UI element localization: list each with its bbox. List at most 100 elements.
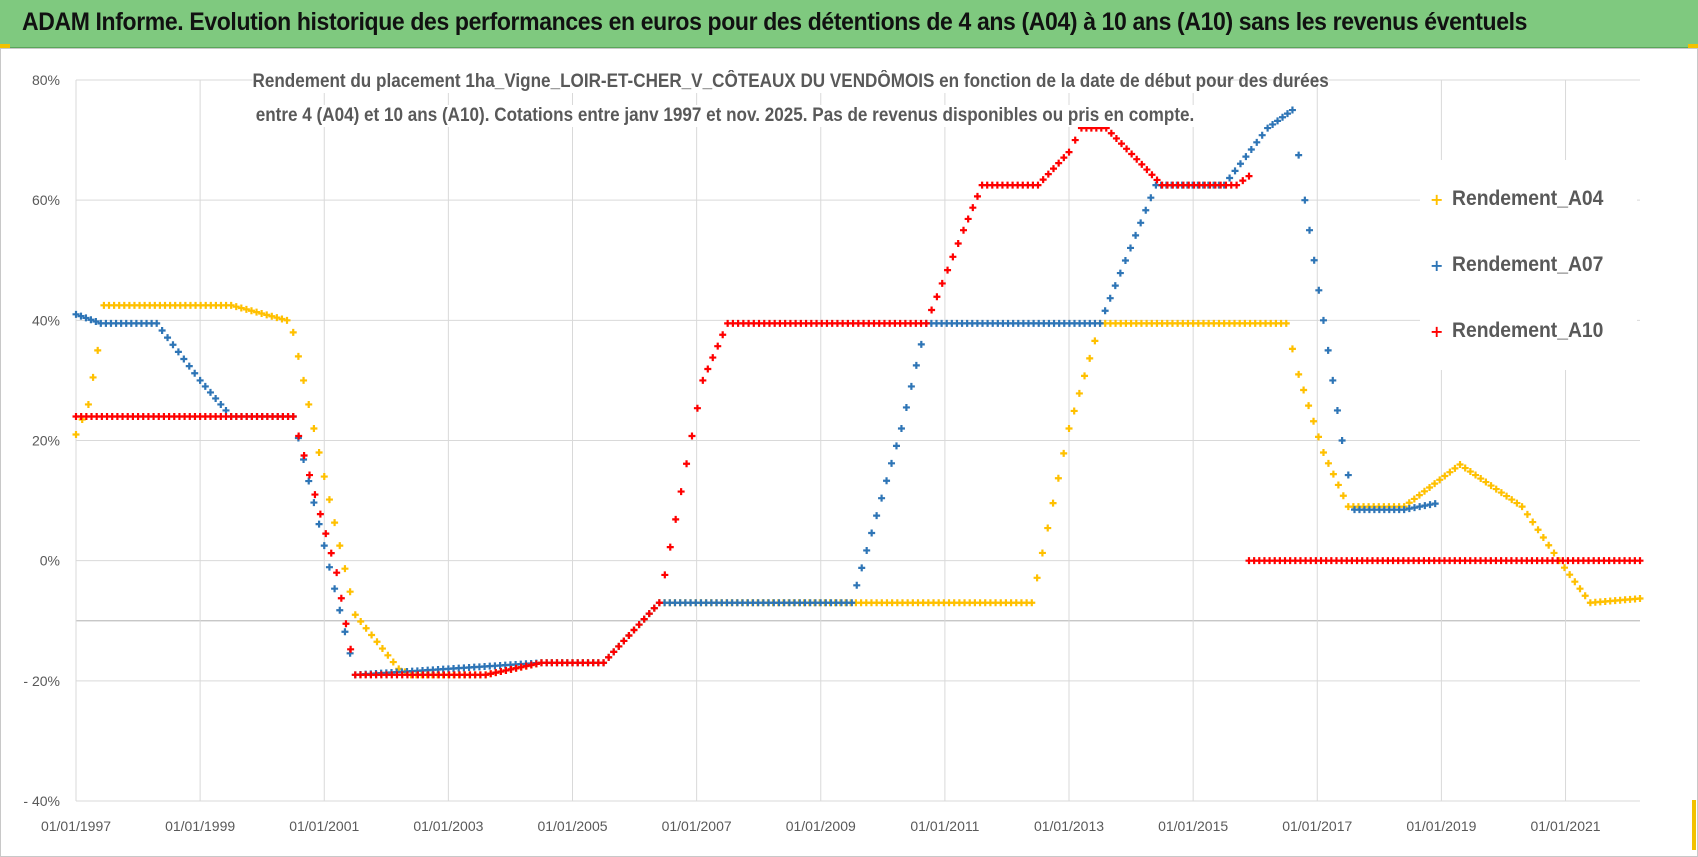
data-point: [1545, 541, 1553, 549]
data-point: [77, 312, 85, 320]
x-tick-label: 01/01/2011: [910, 818, 979, 834]
legend-label-a04: Rendement_A04: [1452, 187, 1604, 210]
x-tick-label: 01/01/2015: [1158, 818, 1228, 834]
data-point: [640, 615, 648, 623]
data-point: [1497, 489, 1505, 497]
data-point: [964, 215, 972, 223]
data-point: [1127, 244, 1135, 252]
data-point: [1071, 136, 1079, 144]
data-point: [196, 376, 204, 384]
data-point: [1060, 449, 1068, 457]
data-point: [1315, 286, 1323, 294]
data-point: [1487, 482, 1495, 490]
data-point: [72, 430, 80, 438]
corner-mark-top-right: [1688, 44, 1698, 48]
data-point: [1258, 131, 1266, 139]
data-point: [1288, 106, 1296, 114]
data-point: [1431, 480, 1439, 488]
data-point: [258, 310, 266, 318]
data-point: [1279, 113, 1287, 121]
data-point: [1339, 492, 1347, 500]
data-point: [384, 651, 392, 659]
legend-label-a10: Rendement_A10: [1452, 319, 1604, 342]
data-point: [1226, 174, 1234, 182]
series-Rendement_A10: [72, 124, 1253, 679]
data-point: [1101, 307, 1109, 315]
data-point: [289, 328, 297, 336]
data-point: [1319, 316, 1327, 324]
data-point: [1283, 110, 1291, 118]
data-point: [342, 620, 350, 628]
data-point: [1231, 167, 1239, 175]
data-point: [273, 314, 281, 322]
data-point: [300, 376, 308, 384]
data-point: [295, 432, 303, 440]
data-point: [917, 340, 925, 348]
data-point: [1288, 345, 1296, 353]
data-point: [232, 303, 240, 311]
data-point: [1333, 406, 1341, 414]
data-point: [922, 319, 930, 327]
report-title: ADAM Informe. Evolution historique des p…: [22, 8, 1528, 36]
data-point: [1550, 549, 1558, 557]
data-point: [217, 400, 225, 408]
data-point: [954, 240, 962, 248]
data-point: [1329, 376, 1337, 384]
x-tick-label: 01/01/2003: [413, 818, 483, 834]
data-point: [300, 452, 308, 460]
data-point: [853, 581, 861, 589]
data-point: [1513, 499, 1521, 507]
data-point: [1415, 491, 1423, 499]
y-tick-label: - 20%: [23, 673, 60, 689]
data-point: [1305, 402, 1313, 410]
series-Rendement_A10_after_2016: [1245, 557, 1644, 565]
data-point: [1028, 599, 1036, 607]
data-point: [1060, 154, 1068, 162]
data-point: [620, 637, 628, 645]
series-Rendement_A04: [72, 301, 1644, 679]
data-point: [1086, 354, 1094, 362]
data-point: [1295, 370, 1303, 378]
series-Rendement_A07: [72, 106, 1439, 679]
corner-mark-bottom-right: [1692, 800, 1696, 850]
data-point: [1116, 269, 1124, 277]
data-point: [714, 342, 722, 350]
data-point: [1529, 518, 1537, 526]
data-point: [169, 341, 177, 349]
data-point: [389, 658, 397, 666]
data-point: [1446, 468, 1454, 476]
data-point: [1636, 557, 1644, 565]
data-point: [84, 400, 92, 408]
data-point: [1034, 181, 1042, 189]
gridlines: [75, 79, 1640, 802]
data-point: [1065, 148, 1073, 156]
data-point: [253, 308, 261, 316]
data-point: [858, 564, 866, 572]
data-point: [933, 293, 941, 301]
data-point: [1436, 476, 1444, 484]
data-point: [368, 631, 376, 639]
data-point: [655, 599, 663, 607]
data-point: [185, 362, 193, 370]
data-point: [305, 477, 313, 485]
data-point: [1039, 176, 1047, 184]
data-point: [164, 334, 172, 342]
data-point: [1269, 120, 1277, 128]
data-point: [907, 382, 915, 390]
data-point: [1636, 595, 1644, 603]
legend-item-a07: + Rendement_A07: [1430, 232, 1617, 298]
data-point: [672, 515, 680, 523]
data-point: [341, 628, 349, 636]
data-point: [310, 424, 318, 432]
data-point: [1050, 165, 1057, 173]
data-point: [94, 346, 102, 354]
data-point: [1295, 151, 1303, 159]
data-point: [378, 645, 386, 653]
x-tick-label: 01/01/2005: [537, 818, 607, 834]
data-point: [227, 301, 235, 309]
legend-marker-a04: +: [1430, 189, 1444, 209]
data-point: [1055, 159, 1063, 167]
data-point: [973, 192, 981, 200]
x-tick-label: 01/01/2007: [662, 818, 732, 834]
data-point: [315, 449, 323, 457]
